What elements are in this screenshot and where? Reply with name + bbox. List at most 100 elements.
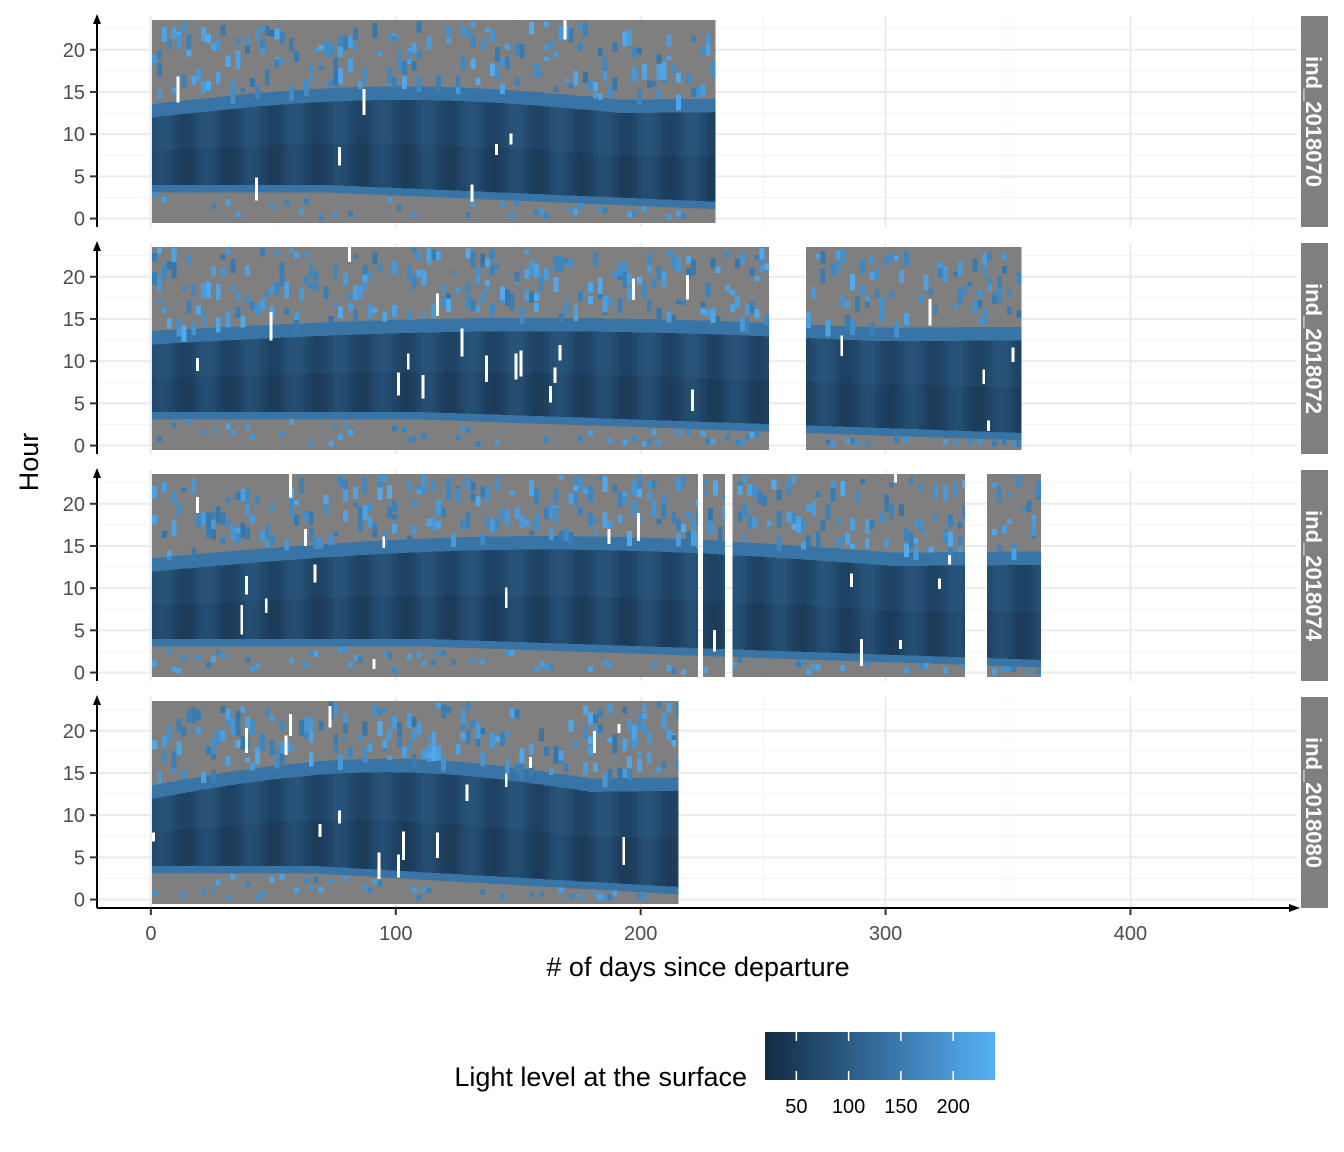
heatmap-tile <box>215 787 221 827</box>
heatmap-tile <box>889 327 895 342</box>
heatmap-tile <box>592 882 598 890</box>
heatmap-tile <box>661 790 667 839</box>
heatmap-tile <box>563 527 569 542</box>
heatmap-tile <box>367 372 373 412</box>
heatmap-tile <box>578 203 584 210</box>
heatmap-tile <box>962 551 966 566</box>
heatmap-tile <box>377 372 383 412</box>
heatmap-tile <box>436 100 442 146</box>
heatmap-tile <box>1001 266 1007 274</box>
heatmap-tile <box>392 772 397 822</box>
heatmap-tile <box>411 871 417 880</box>
heatmap-tile <box>874 564 880 610</box>
heatmap-tile <box>157 184 162 193</box>
heatmap-tile <box>962 479 966 489</box>
heatmap-tile <box>450 551 456 596</box>
heatmap-tile <box>874 427 880 436</box>
heatmap-tile <box>455 550 461 596</box>
heatmap-tile <box>690 553 696 601</box>
heatmap-tile <box>519 549 525 596</box>
heatmap-tile <box>666 99 672 113</box>
heatmap-tile <box>529 766 535 775</box>
heatmap-tile <box>592 374 598 419</box>
heatmap-tile <box>558 787 564 834</box>
heatmap-tile <box>470 184 474 202</box>
heatmap-tile <box>641 198 647 207</box>
heatmap-tile <box>747 556 753 604</box>
heatmap-tile <box>357 143 363 187</box>
heatmap-tile <box>245 94 251 108</box>
heatmap-tile <box>372 307 378 314</box>
heatmap-tile <box>578 644 584 652</box>
heatmap-tile <box>992 295 997 304</box>
heatmap-tile <box>318 322 324 337</box>
heatmap-tile <box>254 145 260 185</box>
heatmap-tile <box>367 820 373 870</box>
heatmap-tile <box>957 546 963 553</box>
heatmap-tile <box>499 508 505 520</box>
heatmap-tile <box>196 305 202 315</box>
heatmap-tile <box>543 268 549 281</box>
heatmap-tile <box>450 318 456 332</box>
heatmap-tile <box>475 776 481 827</box>
heatmap-tile <box>805 324 811 339</box>
heatmap-tile <box>205 865 211 874</box>
heatmap-tile <box>583 374 589 418</box>
heatmap-tile <box>357 735 363 742</box>
heatmap-tile <box>781 558 787 605</box>
heatmap-tile <box>700 201 706 209</box>
heatmap-tile <box>747 514 753 529</box>
heatmap-tile <box>534 784 540 832</box>
heatmap-tile <box>436 499 442 516</box>
heatmap-tile <box>269 715 275 722</box>
heatmap-tile <box>382 758 388 773</box>
heatmap-tile <box>766 650 772 659</box>
heatmap-tile <box>480 253 486 263</box>
heatmap-tile <box>578 776 584 791</box>
heatmap-tile <box>685 72 691 84</box>
heatmap-tile <box>845 339 851 384</box>
heatmap-tile <box>509 213 515 220</box>
heatmap-tile <box>820 520 826 531</box>
heatmap-tile <box>835 339 841 383</box>
heatmap-tile <box>710 422 716 430</box>
y-axis-arrow <box>93 14 101 24</box>
heatmap-tile <box>563 596 569 644</box>
heatmap-tile <box>250 145 255 185</box>
heatmap-tile <box>338 35 344 50</box>
heatmap-tile <box>328 335 334 374</box>
heatmap-tile <box>352 321 358 335</box>
heatmap-tile <box>661 886 667 894</box>
heatmap-tile <box>637 99 642 113</box>
heatmap-tile <box>514 549 520 596</box>
heatmap-tile <box>499 286 505 301</box>
heatmap-tile <box>671 777 677 791</box>
heatmap-tile <box>627 332 633 376</box>
heatmap-tile <box>397 539 402 554</box>
heatmap-tile <box>480 550 486 596</box>
heatmap-tile <box>485 280 491 292</box>
heatmap-tile <box>397 772 402 822</box>
heatmap-tile <box>401 871 407 879</box>
heatmap-tile <box>534 92 540 106</box>
heatmap-tile <box>196 513 202 528</box>
heatmap-tile <box>299 638 304 647</box>
heatmap-tile <box>338 867 344 876</box>
heatmap-tile <box>475 274 481 285</box>
heatmap-tile <box>259 145 265 185</box>
heatmap-tile <box>1016 474 1022 489</box>
heatmap-tile <box>651 279 657 288</box>
heatmap-tile <box>908 610 914 656</box>
heatmap-tile <box>578 331 584 375</box>
heatmap-tile <box>323 598 329 639</box>
heatmap-tile <box>157 49 162 60</box>
heatmap-tile <box>465 191 471 199</box>
heatmap-tile <box>982 369 986 385</box>
heatmap-tile <box>583 791 589 837</box>
heatmap-tile <box>367 100 373 144</box>
heatmap-tile <box>250 514 255 524</box>
heatmap-tile <box>254 495 260 504</box>
heatmap-tile <box>441 372 446 413</box>
heatmap-tile <box>333 543 339 557</box>
heatmap-tile <box>328 638 334 647</box>
